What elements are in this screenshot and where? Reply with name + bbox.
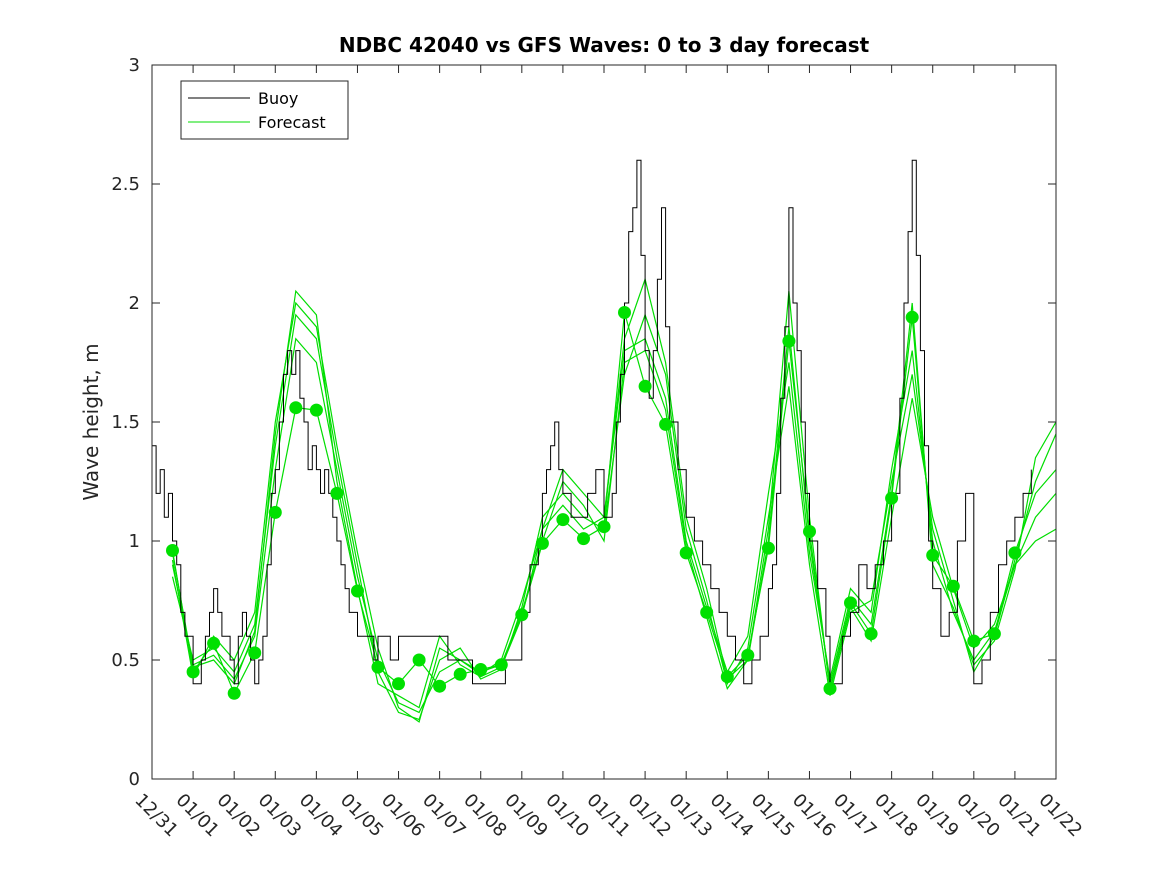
legend-box: [180, 80, 349, 140]
forecast-point: [700, 605, 714, 619]
y-tick-label: 1.5: [111, 412, 140, 433]
y-tick-label: 0: [129, 769, 140, 790]
forecast-point: [351, 584, 364, 598]
forecast-point: [207, 636, 221, 650]
forecast-point: [330, 486, 344, 500]
plot-area: [152, 65, 1056, 779]
y-tick-label: 3: [129, 55, 140, 76]
forecast-point: [885, 491, 899, 505]
y-tick-label: 2.5: [111, 174, 140, 195]
forecast-point: [659, 417, 673, 431]
forecast-point: [309, 403, 323, 417]
forecast-point: [720, 670, 734, 684]
forecast-point: [371, 660, 385, 674]
forecast-point: [679, 546, 693, 560]
chart-title: NDBC 42040 vs GFS Waves: 0 to 3 day fore…: [339, 33, 870, 57]
forecast-point: [433, 679, 447, 693]
legend-buoy-label: Buoy: [258, 89, 298, 108]
legend: Buoy Forecast: [180, 80, 349, 140]
forecast-point: [392, 677, 405, 691]
forecast-point: [597, 520, 611, 534]
forecast-point: [474, 663, 488, 676]
y-tick-label: 0.5: [111, 650, 140, 671]
forecast-point: [412, 653, 426, 667]
y-tick-label: 1: [129, 531, 140, 552]
forecast-point: [535, 536, 549, 550]
forecast-point: [844, 596, 857, 610]
forecast-point: [967, 634, 981, 648]
forecast-point: [227, 686, 241, 700]
forecast-point: [638, 379, 652, 393]
y-axis-label: Wave height, m: [79, 343, 103, 500]
forecast-points-layer: [166, 306, 1022, 700]
forecast-point: [1008, 546, 1022, 560]
y-axis: 0 0.5 1 1.5 2 2.5 3: [111, 55, 1056, 790]
buoy-series-line: [152, 159, 1032, 685]
forecast-point: [268, 505, 282, 519]
forecast-point: [741, 648, 755, 662]
forecast-run-line-1: [171, 312, 1057, 695]
forecast-run-line-5: [171, 277, 1057, 709]
forecast-point: [864, 627, 878, 641]
forecast-point: [166, 544, 179, 557]
forecast-point: [946, 579, 960, 593]
forecast-point: [823, 682, 837, 696]
forecast-point: [782, 334, 796, 348]
series-layer: [152, 159, 1057, 723]
forecast-point: [926, 548, 940, 562]
forecast-point: [186, 665, 200, 679]
y-tick-label: 2: [129, 293, 140, 314]
forecast-point: [453, 667, 467, 681]
forecast-point: [248, 646, 262, 660]
forecast-run-line-2: [171, 337, 1057, 714]
forecast-point: [618, 306, 631, 319]
forecast-point: [987, 627, 1001, 641]
forecast-point: [556, 513, 570, 527]
forecast-point: [905, 310, 919, 324]
forecast-point: [577, 532, 590, 546]
forecast-point: [289, 401, 303, 415]
forecast-point: [494, 658, 508, 672]
forecast-point: [803, 525, 816, 538]
forecast-point: [761, 541, 775, 555]
legend-forecast-label: Forecast: [258, 113, 326, 132]
forecast-point: [515, 608, 529, 622]
